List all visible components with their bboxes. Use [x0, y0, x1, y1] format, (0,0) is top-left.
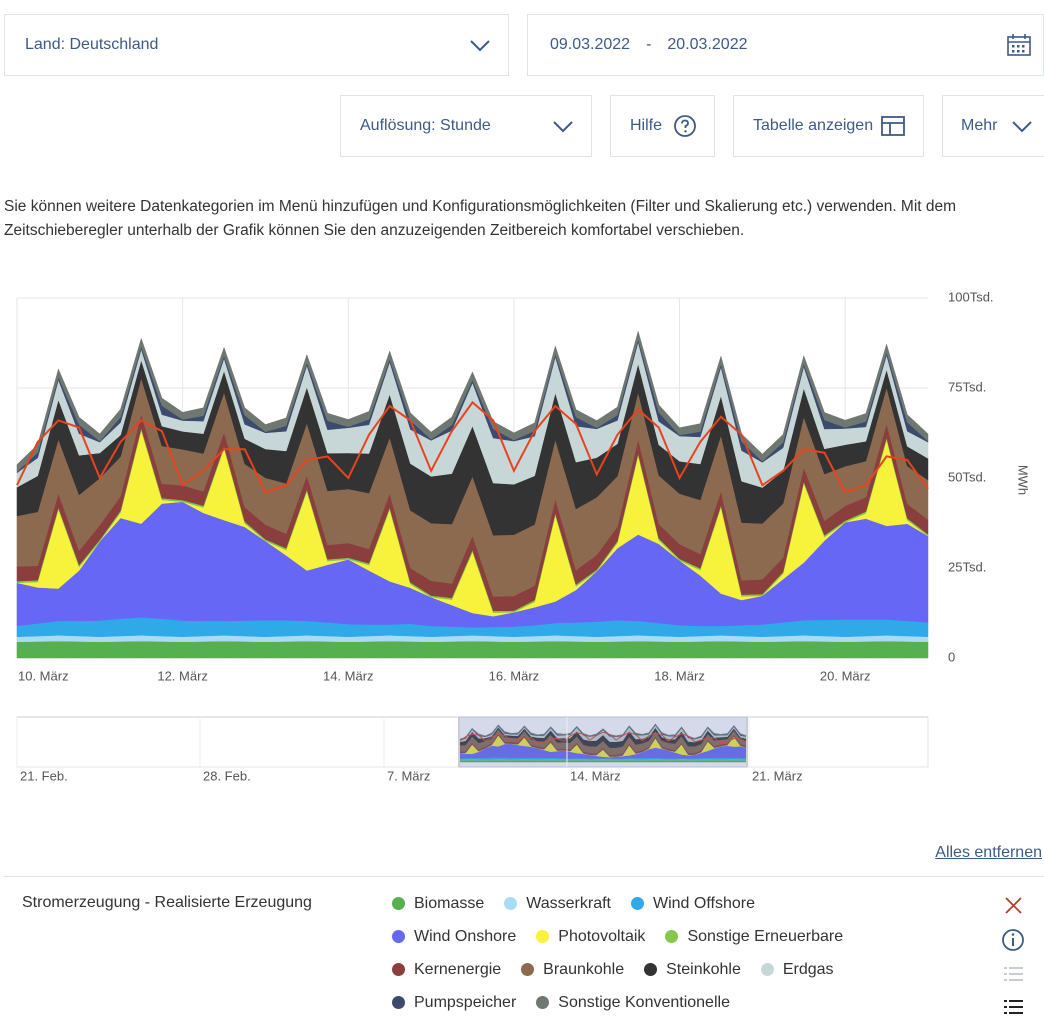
info-icon-dot	[1011, 933, 1015, 936]
y-tick-label: 50Tsd.	[948, 469, 986, 484]
legend-item[interactable]: Steinkohle	[644, 959, 741, 980]
area	[16, 330, 929, 473]
legend-label: Steinkohle	[666, 960, 741, 978]
legend-item[interactable]: Sonstige Erneuerbare	[665, 926, 843, 947]
legend-item[interactable]: Photovoltaik	[536, 926, 645, 947]
more-label: Mehr	[961, 117, 998, 134]
chevron-icon	[553, 121, 573, 133]
navigator-label: 21. März	[752, 768, 803, 783]
list-icon[interactable]	[1004, 1000, 1023, 1014]
info-icon[interactable]	[1002, 929, 1024, 951]
legend-swatch	[536, 930, 550, 943]
x-tick-label: 14. März	[323, 668, 374, 683]
navigator-label: 21. Feb.	[20, 768, 68, 783]
resolution-label: Auflösung: Stunde	[360, 117, 491, 134]
chevron-icon	[470, 40, 490, 52]
legend-item[interactable]: Wasserkraft	[504, 893, 611, 914]
more-button[interactable]: Mehr	[942, 95, 1044, 157]
navigator: 21. Feb. 28. Feb. 7. März 14. März 21. März	[16, 716, 929, 783]
legend-swatch	[392, 963, 405, 976]
legend-label: Braunkohle	[543, 960, 625, 978]
y-tick-label: 100Tsd.	[948, 289, 994, 304]
panel-title: Stromerzeugung - Realisierte Erzeugung	[22, 894, 312, 911]
legend-item[interactable]: Wind Offshore	[631, 893, 755, 914]
description: Sie können weitere Datenkategorien im Me…	[4, 198, 957, 239]
legend-label: Wind Offshore	[653, 894, 755, 912]
legend-swatch	[521, 963, 535, 976]
x-tick-label: 10. März	[18, 668, 69, 683]
legend-swatch	[392, 897, 405, 910]
help-icon	[674, 115, 696, 137]
area	[16, 635, 929, 643]
area-line	[16, 400, 929, 494]
legend-swatch	[631, 897, 644, 910]
navigator-label: 14. März	[570, 768, 621, 783]
navigator-label: 28. Feb.	[203, 768, 251, 783]
help-button[interactable]: Hilfe	[610, 95, 715, 157]
legend-label: Wasserkraft	[526, 894, 611, 912]
list-icon-light[interactable]	[1004, 967, 1023, 981]
navigator-selection	[458, 716, 748, 768]
legend-swatch	[760, 963, 774, 976]
country-select[interactable]: Land: Deutschland	[4, 14, 509, 76]
chevron-icon	[1012, 121, 1032, 133]
legend-item[interactable]: Braunkohle	[521, 959, 624, 980]
legend-label: Pumpspeicher	[414, 993, 517, 1011]
legend-swatch	[504, 897, 518, 910]
navigator-label: 7. März	[387, 768, 430, 783]
info-icon-bar	[1012, 938, 1014, 946]
remove-all-link[interactable]: Alles entfernen	[935, 844, 1042, 861]
legend-item[interactable]: Pumpspeicher	[392, 992, 516, 1013]
navigator-handle-left[interactable]	[458, 717, 460, 767]
y-tick-label: 25Tsd.	[948, 559, 986, 574]
panel-icons	[1002, 897, 1024, 1014]
y-tick-label: 75Tsd.	[948, 379, 986, 394]
table-icon	[881, 116, 905, 136]
legend-label: Kernenergie	[414, 960, 502, 978]
table-label: Tabelle anzeigen	[753, 117, 874, 134]
legend-swatch	[536, 996, 550, 1009]
legend-label: Wind Onshore	[414, 927, 517, 945]
date-separator: -	[646, 36, 652, 53]
divider	[4, 876, 1044, 877]
navigator-handle-right[interactable]	[746, 717, 748, 767]
legend-label: Sonstige Konventionelle	[558, 993, 730, 1011]
legend-swatch	[392, 930, 405, 943]
legend-item[interactable]: Biomasse	[392, 893, 484, 914]
legend-item[interactable]: Sonstige Konventionelle	[536, 992, 730, 1013]
x-tick-label: 20. März	[820, 668, 871, 683]
help-label: Hilfe	[630, 117, 663, 134]
close-icon[interactable]	[1005, 897, 1022, 914]
date-from: 09.03.2022	[550, 36, 631, 53]
area	[16, 640, 929, 659]
legend-label: Biomasse	[414, 894, 485, 912]
table-button[interactable]: Tabelle anzeigen	[733, 95, 924, 157]
legend-swatch	[665, 930, 679, 943]
y-axis-title: MWh	[1016, 465, 1031, 495]
calendar-icon	[1007, 34, 1031, 56]
legend-item[interactable]: Erdgas	[760, 959, 834, 980]
date-to: 20.03.2022	[667, 36, 748, 53]
x-tick-label: 16. März	[489, 668, 540, 683]
x-tick-label: 12. März	[157, 668, 208, 683]
legend-swatch	[644, 963, 658, 976]
legend-label: Photovoltaik	[558, 927, 646, 945]
resolution-select[interactable]: Auflösung: Stunde	[340, 95, 592, 157]
country-label: Land: Deutschland	[25, 36, 159, 53]
y-tick-label: 0	[948, 649, 955, 664]
navigator-area-line	[458, 731, 748, 744]
legend-swatch	[392, 996, 405, 1009]
legend-item[interactable]: Kernenergie	[392, 959, 501, 980]
legend: Biomasse Wasserkraft Wind Offshore Wind Ons…	[392, 893, 912, 1019]
legend-label: Erdgas	[782, 960, 834, 978]
x-tick-label: 18. März	[654, 668, 705, 683]
legend-label: Sonstige Erneuerbare	[687, 927, 844, 945]
legend-item[interactable]: Wind Onshore	[392, 926, 516, 947]
date-range[interactable]: 09.03.2022 - 20.03.2022	[527, 14, 1044, 76]
